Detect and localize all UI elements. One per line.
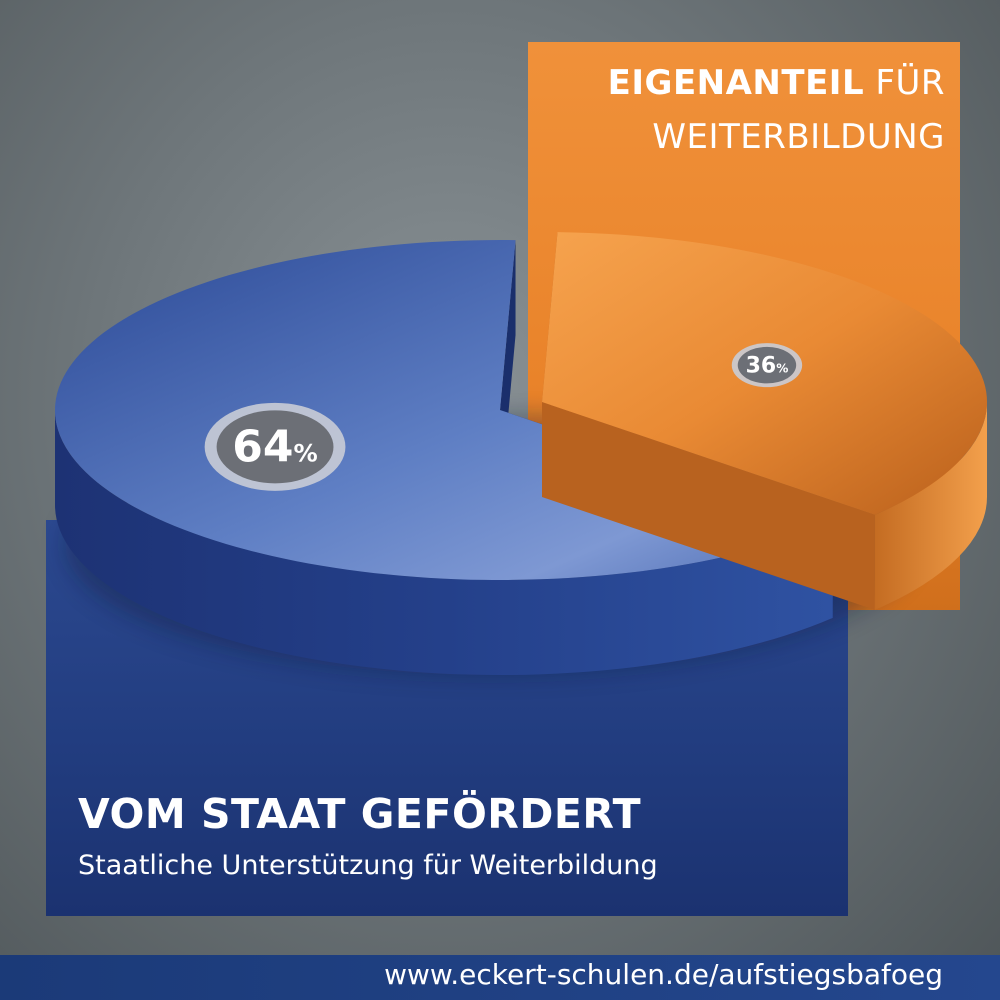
own-share-title-line2: WEITERBILDUNG [652,117,945,157]
own-share-title-rest: FÜR [864,63,945,103]
data-label-disc [737,346,797,384]
pie-slice-state-side-0 [55,410,833,675]
pie-slice-own-share-side-0 [874,402,987,610]
state-support-title: VOM STAAT GEFÖRDERT [78,790,642,838]
data-label-state: 64% [204,402,346,491]
data-label-own-share: 36% [731,343,803,388]
data-label-disc [216,410,334,484]
footer-url-link[interactable]: www.eckert-schulen.de/aufstiegsbafoeg [384,958,943,991]
data-label-text: 64% [232,421,317,472]
own-share-title-bold: EIGENANTEIL [607,63,865,103]
data-label-text: 36% [746,353,789,378]
footer-bar [0,955,1000,1000]
own-share-title: EIGENANTEIL FÜR WEITERBILDUNG [608,56,945,164]
state-support-subtitle: Staatliche Unterstützung für Weiterbildu… [78,850,658,881]
pie-slice-own-share-cut-face-1 [542,402,875,610]
